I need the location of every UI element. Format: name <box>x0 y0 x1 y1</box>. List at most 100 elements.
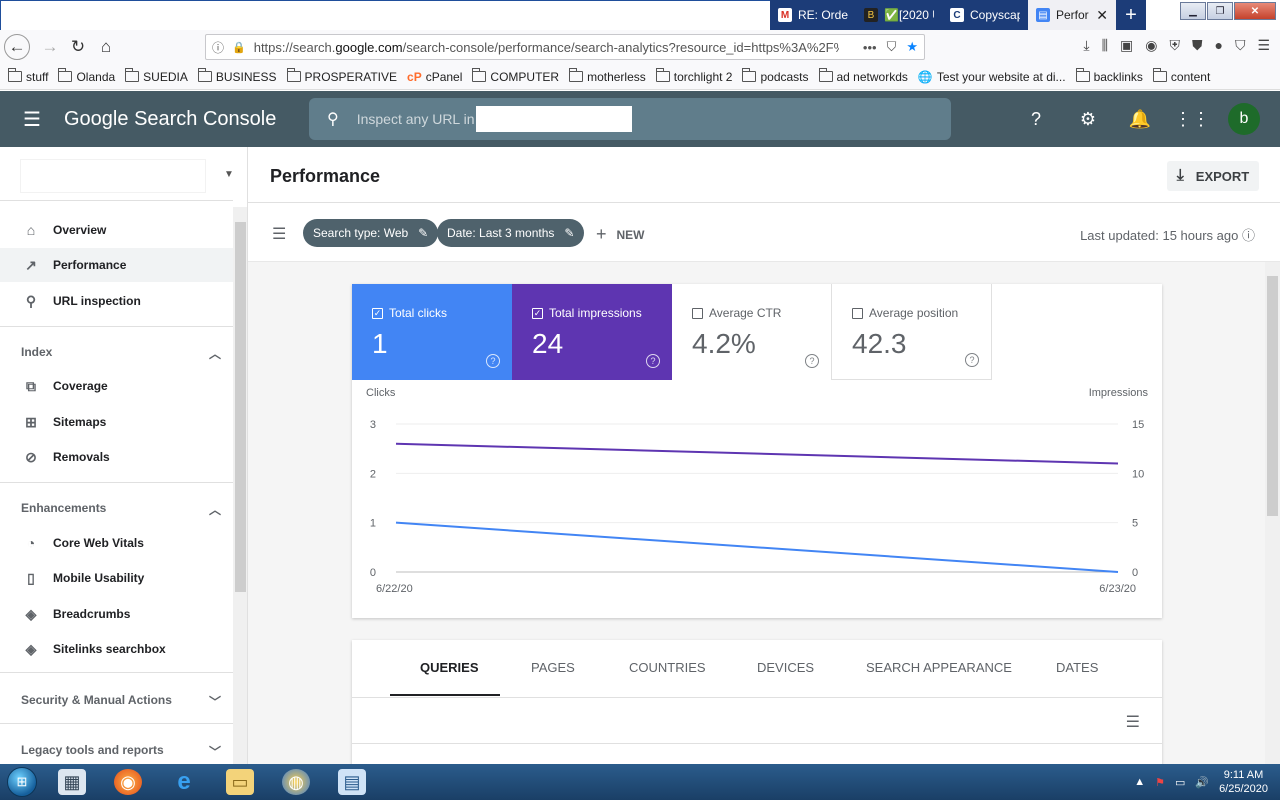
taskbar-media-center[interactable]: ◍ <box>268 764 324 800</box>
start-button[interactable]: ⊞ <box>0 764 44 800</box>
sidebar-item-url-inspection[interactable]: ⚲ URL inspection <box>0 284 233 318</box>
bookmark-content[interactable]: content <box>1152 68 1210 84</box>
network-icon[interactable]: ▭ <box>1174 776 1186 789</box>
sidebar-section-index[interactable]: Index ︿ <box>21 345 221 361</box>
sidebar-item-breadcrumbs[interactable]: ◈ Breadcrumbs <box>0 597 233 631</box>
bookmark-business[interactable]: BUSINESS <box>197 68 277 84</box>
apps-grid-icon[interactable]: ⋮⋮ <box>1174 108 1210 129</box>
taskbar-firefox[interactable]: ◉ <box>100 764 156 800</box>
search-type-chip[interactable]: Search type: Web ✎ <box>303 219 439 247</box>
tab-devices[interactable]: DEVICES <box>757 660 815 675</box>
sidebar-scrollbar[interactable] <box>233 207 247 764</box>
url-inspect-search[interactable]: ⚲ Inspect any URL in <box>309 98 951 140</box>
checkbox-checked-icon[interactable]: ✓ <box>372 307 383 319</box>
close-tab-icon[interactable]: ✕ <box>1096 6 1108 23</box>
browser-tab-performance[interactable]: ▤ Perfor ✕ <box>1028 0 1116 30</box>
new-tab-button[interactable]: + <box>1125 3 1137 26</box>
taskbar-internet-explorer[interactable]: e <box>156 764 212 800</box>
help-circle-icon[interactable]: ? <box>646 354 660 368</box>
bookmark-ad-networks[interactable]: ad networkds <box>818 68 908 84</box>
browser-tab-copyscape[interactable]: C Copyscap <box>942 0 1028 30</box>
sidebar-section-security[interactable]: Security & Manual Actions ﹀ <box>21 693 221 709</box>
scrollbar-thumb[interactable] <box>1267 276 1278 516</box>
browser-tab-gmail[interactable]: M RE: Order <box>770 0 856 30</box>
help-circle-icon[interactable]: ? <box>805 354 819 368</box>
notifications-bell-icon[interactable]: 🔔 <box>1128 108 1152 129</box>
maximize-button[interactable]: ❐ <box>1207 2 1233 20</box>
taskbar-calculator[interactable]: ▦ <box>44 764 100 800</box>
bookmark-backlinks[interactable]: backlinks <box>1075 68 1143 84</box>
shield-addon-icon[interactable]: ⛉ <box>1234 37 1246 53</box>
sidebar-item-coverage[interactable]: ⧉ Coverage <box>0 369 233 403</box>
metric-total-impressions[interactable]: ✓ Total impressions 24 ? <box>512 284 672 380</box>
home-button[interactable]: ⌂ <box>100 37 112 56</box>
bookmark-stuff[interactable]: stuff <box>8 68 48 84</box>
taskbar-explorer[interactable]: ▭ <box>212 764 268 800</box>
tab-search-appearance[interactable]: SEARCH APPEARANCE <box>866 660 1012 675</box>
avatar[interactable]: b <box>1228 103 1260 135</box>
main-scrollbar[interactable] <box>1265 262 1280 764</box>
tab-dates[interactable]: DATES <box>1056 660 1099 675</box>
back-button[interactable]: ← <box>4 34 30 60</box>
help-circle-icon[interactable]: ? <box>965 353 979 367</box>
volume-icon[interactable]: 🔊 <box>1195 776 1210 789</box>
app-logo[interactable]: Google Search Console <box>64 107 277 130</box>
window-close-button[interactable]: ✕ <box>1234 2 1276 20</box>
metric-total-clicks[interactable]: ✓ Total clicks 1 ? <box>352 284 512 380</box>
help-icon[interactable]: ? <box>1030 108 1041 129</box>
url-text[interactable]: https://search.google.com/search-console… <box>253 39 839 55</box>
sidebar-item-core-web-vitals[interactable]: ◔ Core Web Vitals <box>0 526 233 560</box>
sidebar-item-sitemaps[interactable]: ⊞ Sitemaps <box>0 405 233 439</box>
bookmark-prosperative[interactable]: PROSPERATIVE <box>286 68 397 84</box>
bookmark-computer[interactable]: COMPUTER <box>472 68 559 84</box>
extension-icon[interactable]: ⛨ <box>1169 37 1180 53</box>
menu-hamburger-icon[interactable]: ☰ <box>23 108 41 131</box>
sidebar-item-mobile-usability[interactable]: ▯ Mobile Usability <box>0 561 233 595</box>
bookmark-olanda[interactable]: Olanda <box>58 68 115 84</box>
page-actions-icon[interactable]: ••• <box>862 39 877 55</box>
reload-button[interactable]: ↻ <box>70 37 86 56</box>
filter-icon[interactable]: ☰ <box>272 226 287 243</box>
shield-icon[interactable]: ⛊ <box>1191 37 1203 53</box>
address-bar[interactable]: ⓘ 🔒 https://search.google.com/search-con… <box>205 34 925 60</box>
sidebar-toggle-icon[interactable]: ▣ <box>1120 37 1134 53</box>
bookmark-cpanel[interactable]: cP cPanel <box>407 69 463 84</box>
export-button[interactable]: ⤓ EXPORT <box>1167 161 1259 191</box>
sidebar-item-performance[interactable]: ↗ Performance <box>0 248 233 282</box>
tab-pages[interactable]: PAGES <box>531 660 575 675</box>
scrollbar-thumb[interactable] <box>235 222 246 592</box>
sidebar-section-legacy[interactable]: Legacy tools and reports ﹀ <box>21 743 221 759</box>
bookmark-motherless[interactable]: motherless <box>569 68 646 84</box>
table-filter-icon[interactable]: ☰ <box>1125 714 1140 731</box>
new-filter-button[interactable]: + NEW <box>596 224 645 244</box>
checkbox-checked-icon[interactable]: ✓ <box>532 307 543 319</box>
date-range-chip[interactable]: Date: Last 3 months ✎ <box>437 219 585 247</box>
property-selector[interactable] <box>20 159 206 193</box>
minimize-button[interactable]: ▁ <box>1180 2 1206 20</box>
bookmark-test-website[interactable]: 🌐 Test your website at di... <box>917 69 1066 84</box>
taskbar-notepad[interactable]: ▤ <box>324 764 380 800</box>
checkbox-unchecked-icon[interactable] <box>692 307 703 319</box>
metric-average-ctr[interactable]: Average CTR 4.2% ? <box>672 284 832 380</box>
pocket-icon[interactable]: ⛉ <box>886 39 897 54</box>
tab-queries[interactable]: QUERIES <box>420 660 479 675</box>
sidebar-item-overview[interactable]: ⌂ Overview <box>0 213 233 247</box>
forward-button[interactable]: → <box>41 37 59 56</box>
bookmark-star-icon[interactable]: ★ <box>906 39 918 54</box>
browser-tab-2020[interactable]: B ✅[2020 U <box>856 0 942 30</box>
caret-down-icon[interactable]: ▼ <box>224 169 234 180</box>
extension-check-icon[interactable]: ● <box>1214 37 1223 53</box>
sidebar-item-removals[interactable]: ⊘ Removals <box>0 440 233 474</box>
metric-average-position[interactable]: Average position 42.3 ? <box>832 284 992 380</box>
info-icon[interactable]: ⓘ <box>212 40 225 55</box>
bookmark-torchlight[interactable]: torchlight 2 <box>655 68 732 84</box>
checkbox-unchecked-icon[interactable] <box>852 307 863 319</box>
sidebar-item-sitelinks-searchbox[interactable]: ◈ Sitelinks searchbox <box>0 632 233 666</box>
manage-users-icon[interactable]: ⚙ <box>1079 108 1097 129</box>
help-circle-icon[interactable]: ⓘ <box>1241 228 1255 243</box>
bookmark-suedia[interactable]: SUEDIA <box>125 68 188 84</box>
tab-countries[interactable]: COUNTRIES <box>629 660 706 675</box>
bookmark-podcasts[interactable]: podcasts <box>742 68 809 84</box>
sidebar-section-enhancements[interactable]: Enhancements ︿ <box>21 501 221 517</box>
help-circle-icon[interactable]: ? <box>486 354 500 368</box>
